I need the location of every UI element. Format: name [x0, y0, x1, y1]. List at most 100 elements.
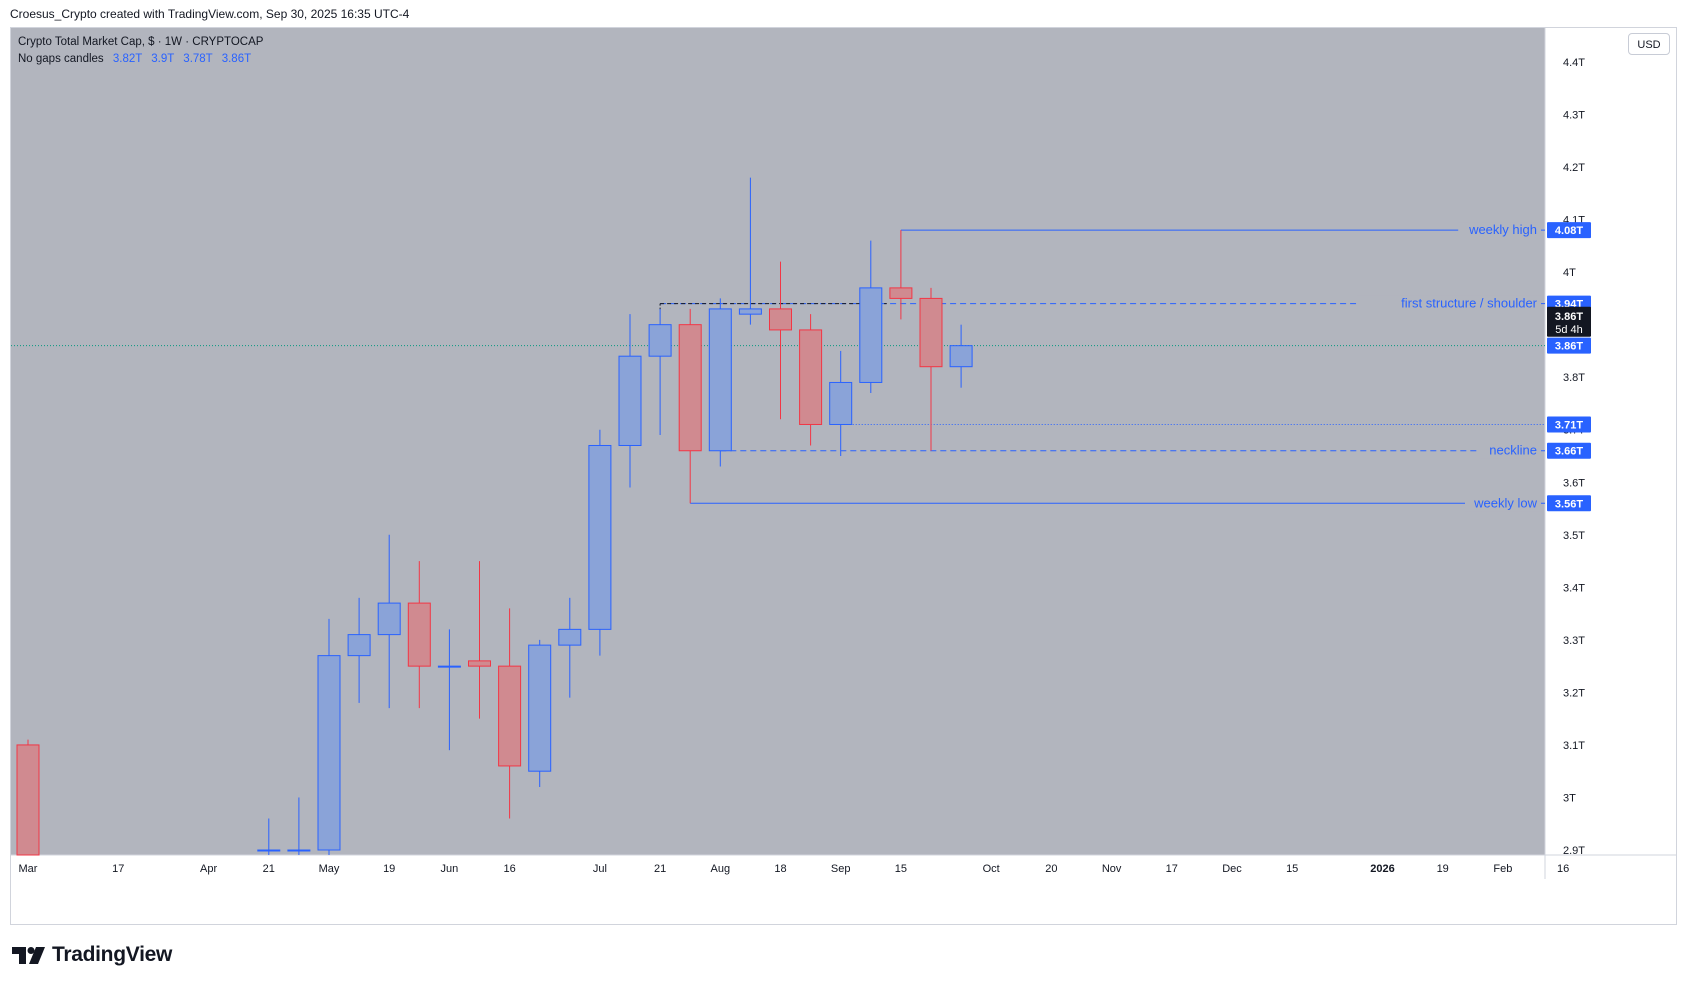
- last-price-line-tag: 3.86T: [1555, 341, 1583, 353]
- level-price-tag: 3.56T: [1555, 498, 1583, 510]
- x-tick-label: 15: [1286, 863, 1298, 875]
- candle-body: [287, 849, 311, 852]
- x-tick-label: Jun: [441, 863, 459, 875]
- x-tick-label: Mar: [19, 863, 38, 875]
- countdown-tag-bg: [1547, 306, 1591, 337]
- candle-body: [558, 628, 582, 646]
- x-tick-label: 16: [1557, 863, 1569, 875]
- x-tick-label: May: [319, 863, 340, 875]
- countdown-price: 3.86T: [1555, 311, 1583, 323]
- x-tick-label: Jul: [593, 863, 607, 875]
- ohlc-high: 3.9T: [151, 53, 175, 65]
- level-price-tag-bg: [1547, 222, 1591, 239]
- y-tick-label: 3.1T: [1563, 740, 1585, 752]
- x-tick-label: 19: [1437, 863, 1449, 875]
- candle-body: [919, 297, 943, 368]
- candle-body: [889, 287, 913, 299]
- tradingview-logo-icon: [12, 947, 45, 964]
- x-tick-label: 17: [112, 863, 124, 875]
- level-label-bg: [1465, 495, 1541, 512]
- candle-body: [618, 355, 642, 446]
- candle-body: [16, 744, 40, 856]
- x-tick-label: Aug: [711, 863, 731, 875]
- level-price-tag-bg: [1547, 416, 1591, 433]
- x-tick-label: Apr: [200, 863, 217, 875]
- x-tick-label: 17: [1166, 863, 1178, 875]
- candle-body: [738, 308, 762, 315]
- level-label: weekly high: [1468, 222, 1537, 237]
- ohlc-row: No gaps candles 3.82T 3.9T 3.78T 3.86T: [18, 51, 263, 68]
- ohlc-close: 3.86T: [221, 53, 252, 65]
- y-tick-label: 4.4T: [1563, 57, 1585, 69]
- symbol-title: Crypto Total Market Cap, $ · 1W · CRYPTO…: [18, 36, 264, 48]
- candle-body: [678, 324, 702, 452]
- x-tick-label: 2026: [1370, 863, 1394, 875]
- chart-legend: Crypto Total Market Cap, $ · 1W · CRYPTO…: [18, 34, 263, 68]
- candle-body: [528, 644, 552, 772]
- level-price-tag-bg: [1547, 442, 1591, 459]
- y-tick-label: 3.4T: [1563, 582, 1585, 594]
- attribution-text: Croesus_Crypto created with TradingView.…: [10, 7, 410, 21]
- candle-body: [648, 324, 672, 357]
- candle-body: [317, 655, 341, 851]
- candle-body: [799, 329, 823, 425]
- level-label: neckline: [1489, 443, 1537, 458]
- y-tick-label: 3.2T: [1563, 687, 1585, 699]
- chart-frame: [10, 27, 1677, 925]
- level-label-bg: [1356, 295, 1541, 312]
- x-tick-label: 19: [383, 863, 395, 875]
- y-tick-label: 3T: [1563, 792, 1576, 804]
- y-tick-label: 3.6T: [1563, 477, 1585, 489]
- level-price-tag: 4.08T: [1555, 225, 1583, 237]
- level-label-bg: [1478, 442, 1541, 459]
- time-axis-area: [11, 855, 1545, 879]
- y-tick-label: 3.3T: [1563, 635, 1585, 647]
- ohlc-open: 3.82T: [112, 53, 143, 65]
- level-label: first structure / shoulder: [1401, 296, 1537, 311]
- candle-body: [769, 308, 792, 331]
- x-tick-label: 18: [774, 863, 786, 875]
- candle-body: [377, 602, 401, 636]
- candle-body: [859, 287, 883, 383]
- candle-body: [588, 444, 612, 630]
- ohlc-low: 3.78T: [183, 53, 213, 65]
- level-price-tag-bg: [1547, 495, 1591, 512]
- candle-body: [407, 602, 431, 667]
- x-tick-label: Dec: [1222, 863, 1242, 875]
- candle-style-label: No gaps candles: [18, 53, 104, 65]
- y-tick-label: 4.2T: [1563, 162, 1585, 174]
- level-label-bg: [1458, 222, 1541, 239]
- candle-body: [708, 308, 732, 452]
- y-tick-label: 3.8T: [1563, 372, 1585, 384]
- x-tick-label: 20: [1045, 863, 1057, 875]
- x-tick-label: Oct: [983, 863, 1000, 875]
- candle-body: [437, 665, 461, 668]
- candle-body: [468, 660, 491, 667]
- candle-body: [257, 849, 281, 852]
- candle-body: [498, 665, 522, 767]
- x-tick-label: 21: [263, 863, 275, 875]
- x-tick-label: 16: [503, 863, 515, 875]
- countdown-time: 5d 4h: [1555, 324, 1583, 336]
- level-price-tag: 3.66T: [1555, 446, 1583, 458]
- currency-button[interactable]: USD: [1628, 33, 1670, 55]
- level-label: weekly low: [1473, 495, 1537, 510]
- level-price-tag: 3.71T: [1555, 419, 1583, 431]
- tradingview-logo[interactable]: TradingView: [12, 941, 172, 969]
- x-tick-label: 15: [895, 863, 907, 875]
- x-tick-label: Feb: [1493, 863, 1512, 875]
- y-tick-label: 4T: [1563, 267, 1576, 279]
- tradingview-wordmark: TradingView: [52, 943, 173, 966]
- candle-body: [829, 381, 853, 425]
- plot-area: [11, 28, 1545, 855]
- x-tick-label: Sep: [831, 863, 851, 875]
- candle-body: [949, 345, 973, 368]
- candle-body: [347, 634, 371, 657]
- x-tick-label: 21: [654, 863, 666, 875]
- last-price-line-tag-bg: [1547, 337, 1591, 354]
- x-tick-label: Nov: [1102, 863, 1122, 875]
- y-tick-label: 2.9T: [1563, 845, 1585, 857]
- y-tick-label: 4.3T: [1563, 110, 1585, 122]
- y-tick-label: 3.5T: [1563, 530, 1585, 542]
